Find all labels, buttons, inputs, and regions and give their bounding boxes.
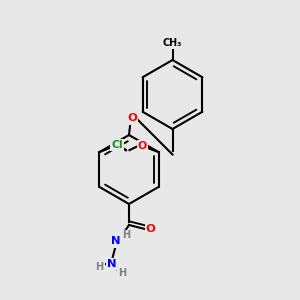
Text: O: O xyxy=(138,141,147,151)
Text: O: O xyxy=(127,113,137,124)
Text: H: H xyxy=(118,268,126,278)
Text: CH₃: CH₃ xyxy=(163,38,182,49)
Text: H: H xyxy=(95,262,104,272)
Text: O: O xyxy=(146,224,155,235)
Text: Cl: Cl xyxy=(111,140,123,150)
Text: N: N xyxy=(111,236,120,247)
Text: H: H xyxy=(122,230,131,241)
Text: N: N xyxy=(107,259,116,269)
